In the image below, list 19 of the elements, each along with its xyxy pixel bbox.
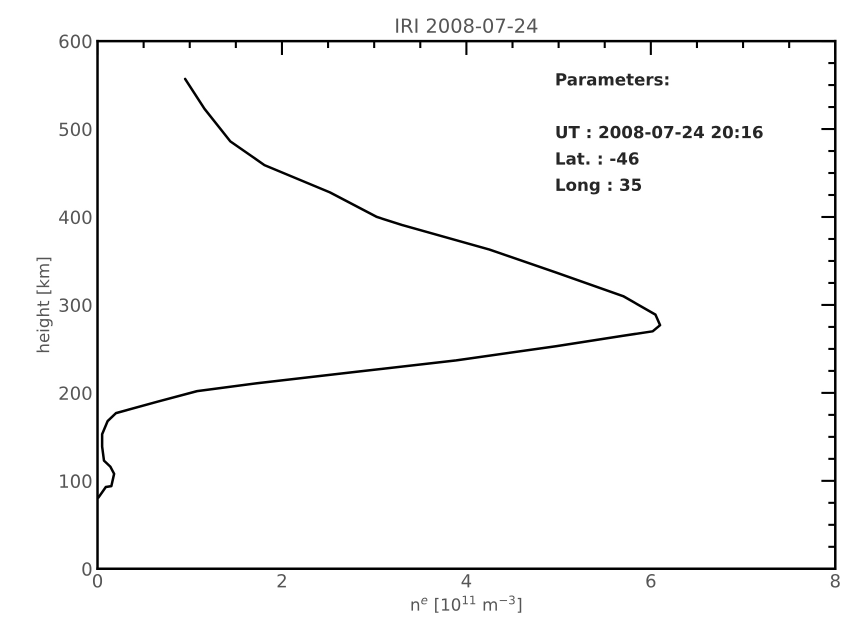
x-tick-label: 6 (646, 574, 656, 588)
x-tick-label: 0 (92, 574, 102, 588)
y-tick-label: 100 (60, 474, 92, 488)
x-tick-label: 2 (278, 574, 286, 588)
x-axis-title: n$^{e}$ [10$^{11}$ m$^{−3}$] (411, 596, 522, 613)
chart-title: IRI 2008-07-24 (396, 18, 538, 34)
y-tick-label: 300 (60, 298, 92, 312)
y-tick-label: 600 (59, 34, 92, 48)
annotation: Parameters: (556, 73, 668, 86)
y-tick-label: 0 (82, 562, 92, 576)
y-axis-title: height [km] (36, 258, 53, 352)
annotation: UT : 2008-07-24 20:16 (556, 126, 763, 138)
x-tick-label: 8 (830, 574, 840, 588)
annotation: Lat. : -46 (556, 152, 639, 165)
y-tick-label: 400 (59, 210, 92, 224)
annotation: Long : 35 (556, 178, 642, 194)
y-tick-label: 500 (60, 122, 92, 136)
x-tick-label: 4 (462, 574, 472, 588)
y-tick-label: 200 (60, 386, 92, 400)
